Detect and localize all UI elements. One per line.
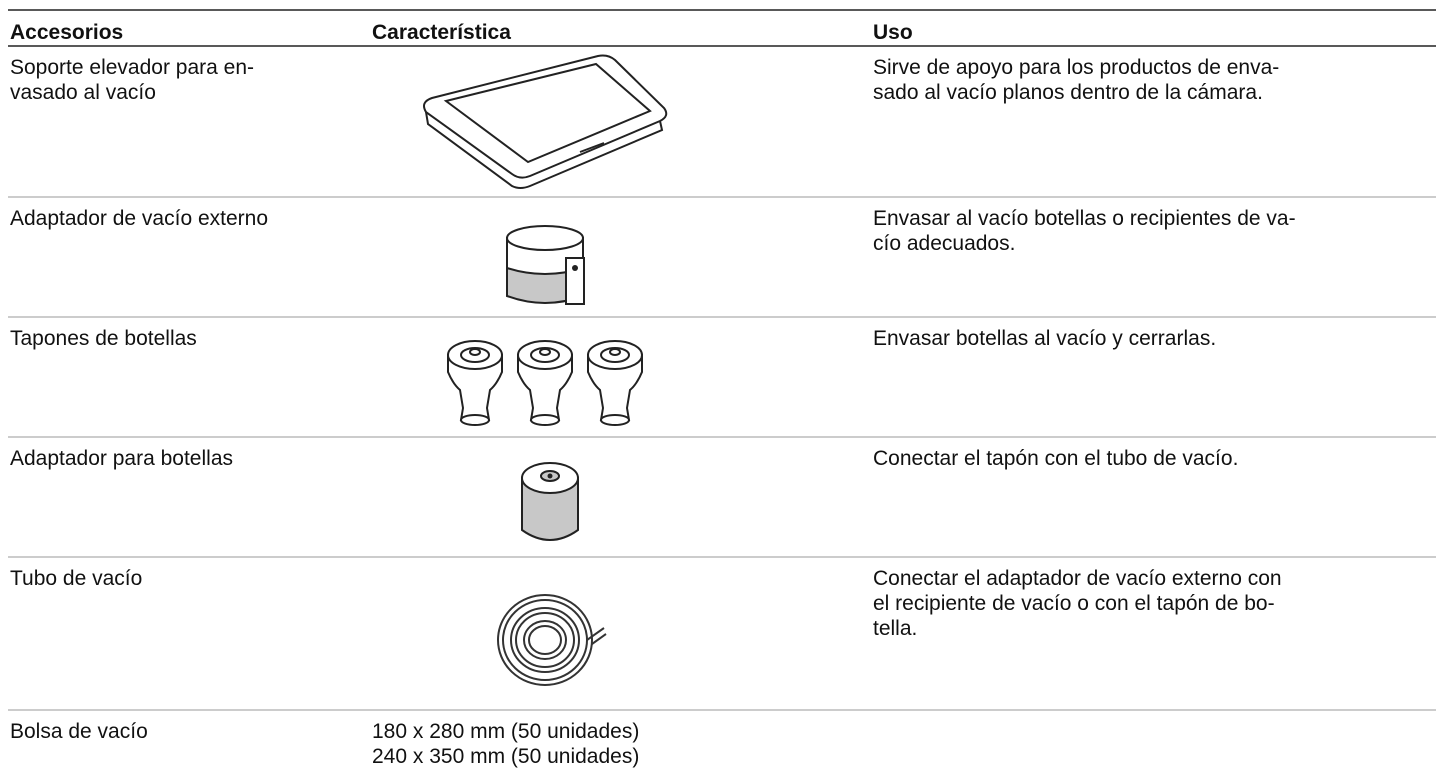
cell-text: Bolsa de vacío bbox=[10, 720, 148, 743]
bottle-stoppers-icon bbox=[447, 340, 643, 426]
cell-text: vasado al vacío bbox=[10, 81, 156, 104]
cell-text: Tapones de botellas bbox=[10, 327, 197, 350]
cell-text: el recipiente de vacío o con el tapón de… bbox=[873, 592, 1275, 615]
cell-text: Sirve de apoyo para los productos de env… bbox=[873, 56, 1280, 79]
cell-text: Soporte elevador para en- bbox=[10, 56, 254, 79]
cell-text: Tubo de vacío bbox=[10, 567, 143, 590]
cell-text: tella. bbox=[873, 617, 918, 640]
bottle-adapter-icon bbox=[521, 462, 579, 541]
cell-text: 180 x 280 mm (50 unidades) bbox=[372, 720, 640, 743]
cell-text: Conectar el tapón con el tubo de vacío. bbox=[873, 447, 1239, 470]
cell-text: Adaptador de vacío externo bbox=[10, 207, 269, 230]
header-cell: Característica bbox=[372, 21, 511, 44]
external-adapter-icon bbox=[506, 225, 585, 305]
cell-text: Adaptador para botellas bbox=[10, 447, 233, 470]
cell-text: Envasar botellas al vacío y cerrarlas. bbox=[873, 327, 1217, 350]
header-cell: Accesorios bbox=[10, 21, 124, 44]
cell-text: 240 x 350 mm (50 unidades) bbox=[372, 745, 640, 768]
cell-text: cío adecuados. bbox=[873, 232, 1016, 255]
vacuum-tube-icon bbox=[497, 594, 607, 686]
tray-icon bbox=[423, 54, 668, 189]
cell-text: sado al vacío planos dentro de la cámara… bbox=[873, 81, 1263, 104]
header-cell: Uso bbox=[873, 21, 913, 44]
cell-text: Envasar al vacío botellas o recipientes … bbox=[873, 207, 1296, 230]
cell-text: Conectar el adaptador de vacío externo c… bbox=[873, 567, 1282, 590]
